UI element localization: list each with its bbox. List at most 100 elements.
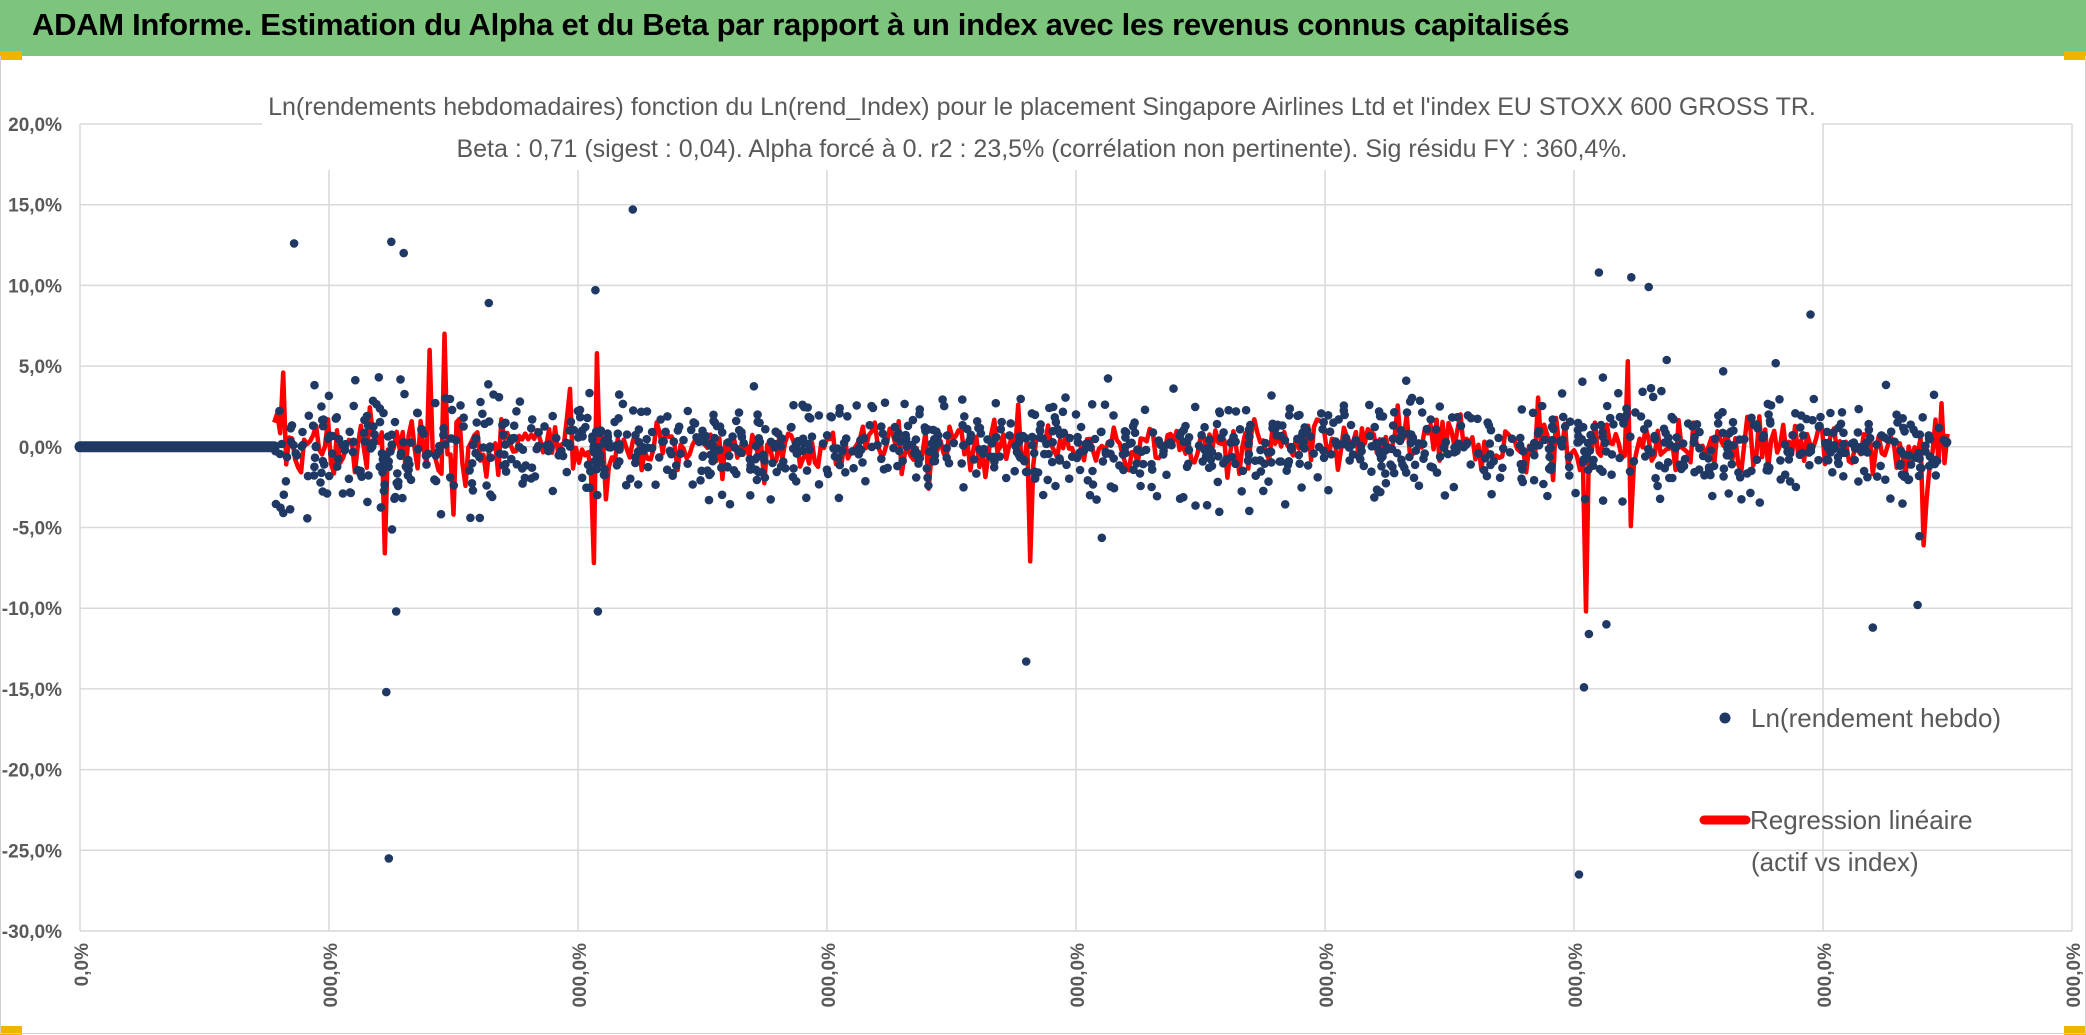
y-tick-label: 5,0% [19,357,62,378]
data-point [466,513,475,523]
x-tick-label: 000,0% [2064,943,2085,1008]
data-point [1147,482,1156,492]
data-point [1016,394,1025,404]
data-point [1584,446,1594,456]
data-point [900,399,909,409]
data-point [734,408,744,417]
data-point-outlier [1602,620,1611,629]
data-point [544,446,553,456]
data-point [642,434,651,444]
data-point [1096,427,1106,437]
data-point [1346,420,1356,430]
data-point [895,446,904,456]
data-point-outlier [1868,623,1878,632]
data-point [1326,450,1336,459]
data-point [622,430,632,439]
data-point [363,421,373,430]
chart-title: Ln(rendements hebdomadaires) fonction du… [268,93,1816,121]
data-point [436,509,446,519]
data-point [379,486,389,496]
data-point [826,412,835,421]
data-point [723,463,732,472]
data-point [1747,466,1756,476]
data-point [728,432,737,441]
data-point [1839,472,1848,481]
data-point [1415,396,1425,406]
data-point [1914,471,1924,481]
data-point [476,397,485,407]
data-point [515,442,524,452]
y-tick-label: -15,0% [2,680,62,701]
data-point [1546,465,1556,475]
data-point [271,499,281,509]
data-point [1462,438,1472,448]
legend: Ln(rendement hebdo) Regression linéaire … [1699,703,2001,877]
data-point [1414,481,1424,491]
data-point [1370,422,1379,432]
data-point [1557,389,1567,398]
data-point [991,432,1001,442]
data-point [520,473,530,483]
y-tick-label: 0,0% [19,438,62,459]
data-point [1797,448,1807,458]
corner-marker-bottom-right [2064,1026,2086,1035]
data-point [1850,455,1859,465]
data-point [949,438,959,448]
data-point [471,434,481,443]
data-point [1137,447,1146,457]
data-point [558,451,568,461]
data-point [364,471,373,480]
data-point [1087,400,1097,409]
data-point [1245,432,1254,441]
data-point [1213,477,1223,487]
data-point [1826,448,1835,457]
data-point [456,401,465,410]
data-point [1410,460,1420,470]
x-axis-ticks: 0,0% 000,0% 000,0% 000,0% 000,0% 000,0% 000,0%… [72,943,2085,1008]
data-point [1140,405,1150,415]
data-point [406,438,416,447]
data-point [1728,441,1738,450]
data-point [997,417,1006,427]
data-point [387,440,397,450]
data-point [907,440,916,450]
data-point [626,474,635,484]
data-point [386,447,395,456]
data-point [1244,449,1254,459]
data-point [1264,447,1274,457]
data-point [281,477,291,486]
data-point [600,470,609,480]
data-point [467,479,477,488]
data-point [1200,422,1209,432]
data-point [348,447,358,457]
data-point [1443,449,1453,459]
data-point [338,440,347,450]
data-point [1184,445,1194,455]
data-point [1006,419,1015,428]
data-point [1662,355,1671,365]
y-tick-label: -25,0% [2,841,62,862]
data-point [1534,426,1544,436]
data-point [345,427,355,437]
data-point [1329,418,1338,428]
x-tick-label: 000,0% [1566,943,1587,1008]
data-point [1565,417,1575,427]
data-point [717,490,727,500]
data-point [573,406,583,416]
data-point [468,486,478,495]
data-point [1518,477,1528,487]
data-point [396,448,406,458]
data-point [1374,407,1384,416]
data-point [1897,470,1907,479]
data-point [1405,452,1414,462]
data-point [1485,439,1495,448]
data-point [942,431,952,440]
y-tick-label: -30,0% [2,922,62,943]
data-point [1250,456,1260,466]
y-tick-label: 10,0% [8,276,62,297]
data-point [701,431,710,441]
data-point [814,411,824,420]
data-point [1085,490,1095,500]
data-point [1791,482,1801,492]
data-point [958,395,967,404]
